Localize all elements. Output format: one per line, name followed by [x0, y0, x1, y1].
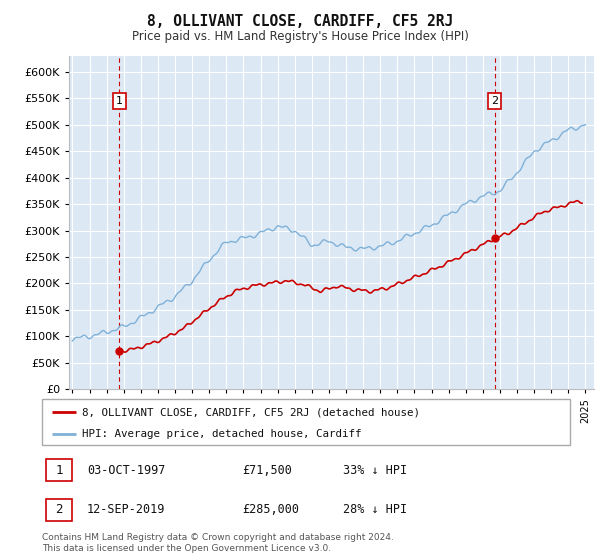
Text: Price paid vs. HM Land Registry's House Price Index (HPI): Price paid vs. HM Land Registry's House …	[131, 30, 469, 43]
Text: 1: 1	[116, 96, 123, 106]
Text: 12-SEP-2019: 12-SEP-2019	[87, 503, 165, 516]
Text: 1: 1	[55, 464, 62, 477]
FancyBboxPatch shape	[46, 498, 71, 521]
Text: 33% ↓ HPI: 33% ↓ HPI	[343, 464, 407, 477]
Text: 03-OCT-1997: 03-OCT-1997	[87, 464, 165, 477]
Text: 28% ↓ HPI: 28% ↓ HPI	[343, 503, 407, 516]
Text: Contains HM Land Registry data © Crown copyright and database right 2024.
This d: Contains HM Land Registry data © Crown c…	[42, 533, 394, 553]
Text: 2: 2	[55, 503, 62, 516]
FancyBboxPatch shape	[42, 399, 570, 445]
Text: 8, OLLIVANT CLOSE, CARDIFF, CF5 2RJ: 8, OLLIVANT CLOSE, CARDIFF, CF5 2RJ	[147, 14, 453, 29]
Text: £285,000: £285,000	[242, 503, 299, 516]
FancyBboxPatch shape	[46, 459, 71, 482]
Text: £71,500: £71,500	[242, 464, 293, 477]
Text: 8, OLLIVANT CLOSE, CARDIFF, CF5 2RJ (detached house): 8, OLLIVANT CLOSE, CARDIFF, CF5 2RJ (det…	[82, 407, 419, 417]
Text: 2: 2	[491, 96, 499, 106]
Text: HPI: Average price, detached house, Cardiff: HPI: Average price, detached house, Card…	[82, 429, 361, 438]
